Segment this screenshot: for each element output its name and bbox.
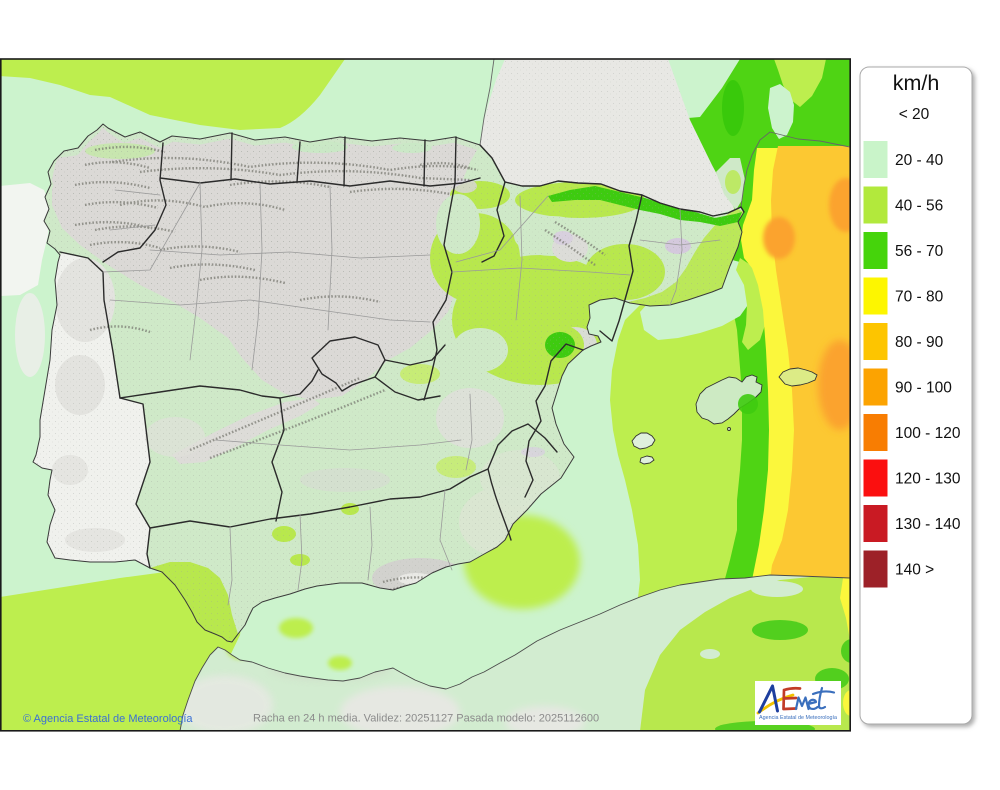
svg-text:90 - 100: 90 - 100 [895, 380, 952, 397]
svg-text:130 - 140: 130 - 140 [895, 516, 961, 533]
svg-text:70 - 80: 70 - 80 [895, 289, 944, 306]
svg-text:120 - 130: 120 - 130 [895, 471, 961, 488]
svg-text:© Agencia Estatal de Meteorolo: © Agencia Estatal de Meteorología [23, 713, 193, 725]
svg-text:km/h: km/h [893, 71, 940, 95]
svg-text:140 >: 140 > [895, 562, 934, 579]
svg-text:Racha en 24 h media. Validez:: Racha en 24 h media. Validez: 20251127 P… [253, 713, 599, 725]
svg-text:40 - 56: 40 - 56 [895, 198, 943, 215]
svg-text:100 - 120: 100 - 120 [895, 425, 961, 442]
svg-text:20 - 40: 20 - 40 [895, 152, 944, 169]
svg-text:< 20: < 20 [899, 106, 930, 123]
svg-text:Agencia Estatal de Meteorologí: Agencia Estatal de Meteorología [759, 715, 837, 721]
svg-text:80 - 90: 80 - 90 [895, 334, 944, 351]
svg-text:56 - 70: 56 - 70 [895, 243, 944, 260]
